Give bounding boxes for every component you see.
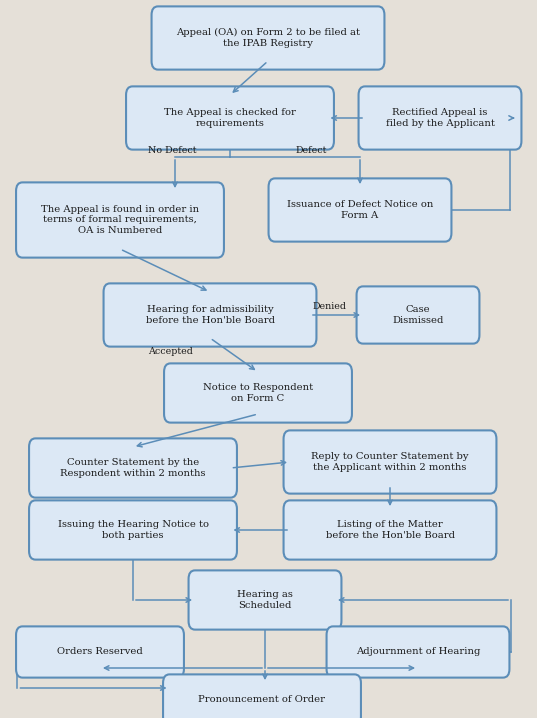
FancyBboxPatch shape bbox=[16, 182, 224, 258]
FancyBboxPatch shape bbox=[164, 363, 352, 423]
FancyBboxPatch shape bbox=[284, 500, 496, 559]
FancyBboxPatch shape bbox=[104, 284, 316, 347]
Text: Counter Statement by the
Respondent within 2 months: Counter Statement by the Respondent with… bbox=[60, 458, 206, 477]
Text: Appeal (OA) on Form 2 to be filed at
the IPAB Registry: Appeal (OA) on Form 2 to be filed at the… bbox=[176, 28, 360, 48]
FancyBboxPatch shape bbox=[188, 570, 342, 630]
FancyBboxPatch shape bbox=[29, 439, 237, 498]
Text: Hearing as
Scheduled: Hearing as Scheduled bbox=[237, 590, 293, 610]
Text: Adjournment of Hearing: Adjournment of Hearing bbox=[356, 648, 480, 656]
FancyBboxPatch shape bbox=[29, 500, 237, 559]
FancyBboxPatch shape bbox=[151, 6, 384, 70]
Text: Orders Reserved: Orders Reserved bbox=[57, 648, 143, 656]
Text: The Appeal is checked for
requirements: The Appeal is checked for requirements bbox=[164, 108, 296, 128]
Text: Pronouncement of Order: Pronouncement of Order bbox=[199, 696, 325, 704]
Text: Issuing the Hearing Notice to
both parties: Issuing the Hearing Notice to both parti… bbox=[57, 521, 208, 540]
Text: Case
Dismissed: Case Dismissed bbox=[393, 305, 444, 325]
Text: Listing of the Matter
before the Hon'ble Board: Listing of the Matter before the Hon'ble… bbox=[325, 521, 454, 540]
Text: Notice to Respondent
on Form C: Notice to Respondent on Form C bbox=[203, 383, 313, 403]
Text: No Defect: No Defect bbox=[148, 146, 197, 155]
Text: Reply to Counter Statement by
the Applicant within 2 months: Reply to Counter Statement by the Applic… bbox=[311, 452, 469, 472]
Text: Accepted: Accepted bbox=[148, 347, 193, 356]
FancyBboxPatch shape bbox=[284, 430, 496, 493]
Text: Hearing for admissibility
before the Hon'ble Board: Hearing for admissibility before the Hon… bbox=[146, 305, 274, 325]
Text: Denied: Denied bbox=[313, 302, 347, 312]
Text: Defect: Defect bbox=[295, 146, 326, 155]
FancyBboxPatch shape bbox=[126, 86, 334, 149]
FancyBboxPatch shape bbox=[163, 674, 361, 718]
FancyBboxPatch shape bbox=[359, 86, 521, 149]
Text: Issuance of Defect Notice on
Form A: Issuance of Defect Notice on Form A bbox=[287, 200, 433, 220]
FancyBboxPatch shape bbox=[326, 626, 510, 678]
Text: The Appeal is found in order in
terms of formal requirements,
OA is Numbered: The Appeal is found in order in terms of… bbox=[41, 205, 199, 235]
FancyBboxPatch shape bbox=[268, 178, 452, 242]
Text: Rectified Appeal is
filed by the Applicant: Rectified Appeal is filed by the Applica… bbox=[386, 108, 495, 128]
FancyBboxPatch shape bbox=[16, 626, 184, 678]
FancyBboxPatch shape bbox=[357, 286, 480, 344]
